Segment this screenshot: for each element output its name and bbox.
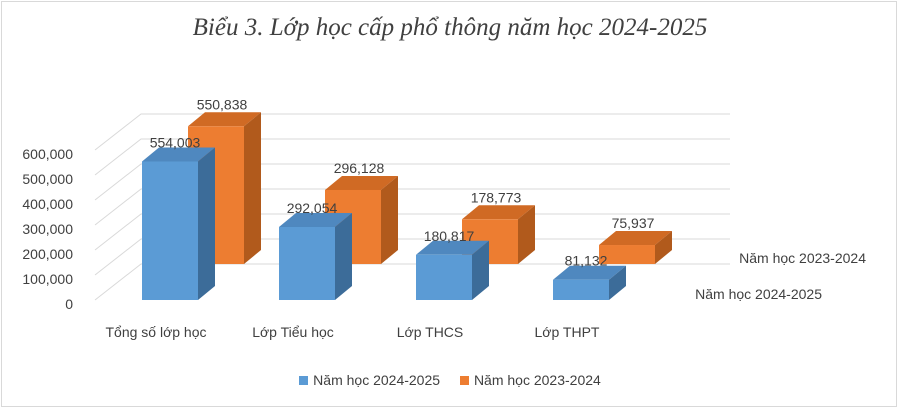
bar-nam-hoc-2023-2024-lop-thcs-side (518, 205, 535, 264)
legend-label-2023-2024: Năm học 2023-2024 (473, 372, 601, 388)
y-tick-label: 0 (65, 296, 73, 312)
y-tick-label: 100,000 (22, 271, 73, 287)
data-label-nam-hoc-2023-2024: 75,937 (612, 215, 655, 231)
bar-nam-hoc-2024-2025-lop-thcs (416, 254, 472, 300)
bar-nam-hoc-2023-2024-lop-thpt-side (655, 231, 672, 264)
gridline (94, 138, 730, 176)
y-tick-label: 400,000 (22, 196, 73, 212)
category-label: Tổng số lớp học (105, 324, 206, 340)
legend-swatch-2023-2024 (459, 375, 469, 385)
bar-nam-hoc-2023-2024-lop-tieu-hoc-top (325, 175, 398, 190)
gridline (94, 113, 730, 151)
legend: Năm học 2024-2025 Năm học 2023-2024 (0, 372, 900, 388)
data-label-nam-hoc-2024-2025: 180,817 (424, 228, 475, 244)
legend-label-2024-2025: Năm học 2024-2025 (313, 372, 441, 388)
bar-nam-hoc-2023-2024-tong-so-lop-hoc-top (188, 112, 261, 127)
y-tick-label: 300,000 (22, 221, 73, 237)
depth-axis-label: Năm học 2023-2024 (739, 250, 866, 266)
y-tick-label: 500,000 (22, 171, 73, 187)
bar-nam-hoc-2024-2025-tong-so-lop-hoc (142, 161, 198, 300)
y-tick-label: 600,000 (22, 146, 73, 162)
legend-item-2024-2025: Năm học 2024-2025 (299, 372, 440, 388)
depth-axis-label: Năm học 2024-2025 (695, 286, 822, 302)
gridline (94, 188, 730, 226)
gridline (94, 163, 730, 201)
gridline (94, 263, 730, 301)
bar-nam-hoc-2024-2025-lop-thpt-side (609, 265, 626, 300)
bar-nam-hoc-2023-2024-lop-thpt-top (599, 231, 672, 246)
bar-nam-hoc-2024-2025-tong-so-lop-hoc-side (198, 147, 215, 300)
data-label-nam-hoc-2024-2025: 292,054 (287, 200, 338, 216)
bar-nam-hoc-2023-2024-lop-thpt (599, 245, 655, 264)
data-label-nam-hoc-2023-2024: 178,773 (471, 189, 522, 205)
legend-swatch-2024-2025 (299, 375, 309, 385)
bar-nam-hoc-2023-2024-lop-tieu-hoc-side (381, 175, 398, 264)
bar-nam-hoc-2024-2025-lop-tieu-hoc-side (335, 212, 352, 300)
bar-nam-hoc-2024-2025-lop-tieu-hoc (279, 226, 335, 300)
bar-nam-hoc-2024-2025-lop-thcs-top (416, 240, 489, 255)
y-tick-label: 200,000 (22, 246, 73, 262)
bar-nam-hoc-2024-2025-lop-thpt-top (553, 265, 626, 280)
data-label-nam-hoc-2023-2024: 550,838 (197, 96, 248, 112)
category-label: Lớp THPT (535, 324, 600, 340)
category-label: Lớp Tiểu học (252, 324, 334, 340)
data-label-nam-hoc-2024-2025: 554,003 (150, 134, 201, 150)
bar-nam-hoc-2024-2025-lop-thpt (553, 279, 609, 300)
data-label-nam-hoc-2024-2025: 81,132 (565, 253, 608, 269)
data-label-nam-hoc-2023-2024: 296,128 (334, 160, 385, 176)
bar-nam-hoc-2024-2025-tong-so-lop-hoc-top (142, 147, 215, 162)
bar-nam-hoc-2024-2025-lop-tieu-hoc-top (279, 212, 352, 227)
bar-nam-hoc-2024-2025-lop-thcs-side (472, 240, 489, 300)
chart-title: Biểu 3. Lớp học cấp phổ thông năm học 20… (192, 14, 708, 41)
bar-nam-hoc-2023-2024-lop-thcs-top (462, 205, 535, 220)
category-label: Lớp THCS (397, 324, 464, 340)
bar-nam-hoc-2023-2024-tong-so-lop-hoc-side (244, 112, 261, 264)
legend-item-2023-2024: Năm học 2023-2024 (459, 372, 601, 388)
